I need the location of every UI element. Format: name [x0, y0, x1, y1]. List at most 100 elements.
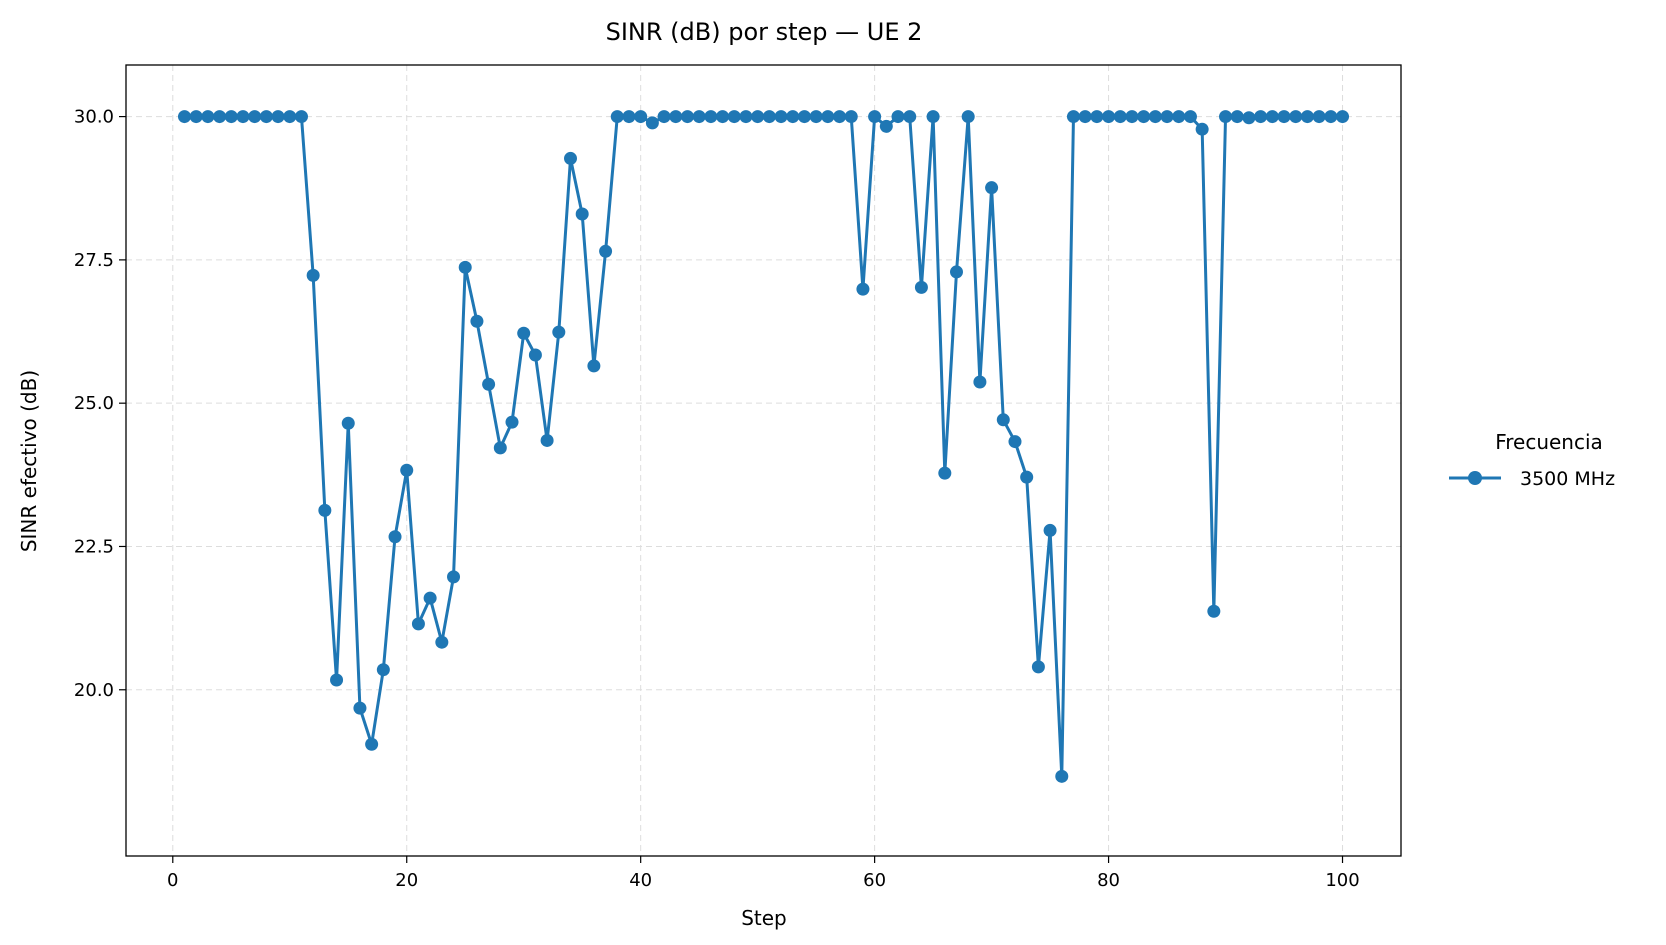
data-point — [1090, 110, 1104, 124]
data-point — [1066, 110, 1080, 124]
x-tick-label: 40 — [629, 870, 652, 891]
data-point — [1183, 110, 1197, 124]
data-point — [950, 265, 963, 279]
data-point — [610, 110, 624, 124]
data-point — [1055, 769, 1069, 783]
data-point — [1242, 111, 1256, 125]
data-point — [657, 110, 671, 124]
data-point — [482, 377, 496, 391]
data-point — [1254, 110, 1268, 124]
data-point — [376, 663, 390, 677]
data-point — [213, 110, 227, 124]
data-point — [704, 110, 718, 124]
data-point — [996, 413, 1010, 427]
data-point — [692, 110, 706, 124]
data-point — [306, 268, 320, 282]
data-point — [751, 110, 765, 124]
data-point — [1102, 110, 1116, 124]
data-point — [1277, 110, 1291, 124]
data-point — [493, 441, 507, 455]
x-axis-label: Step — [741, 906, 787, 930]
data-point — [1172, 110, 1186, 124]
data-point — [435, 635, 449, 649]
data-point — [891, 110, 905, 124]
data-point — [423, 591, 437, 605]
y-tick-label: 30.0 — [74, 107, 114, 128]
data-point — [833, 110, 847, 124]
legend-marker — [1468, 471, 1482, 485]
data-point — [259, 110, 273, 124]
data-point — [1312, 110, 1326, 124]
x-tick-label: 0 — [167, 870, 178, 891]
data-point — [914, 280, 928, 294]
data-point — [587, 359, 601, 373]
data-point — [517, 326, 531, 340]
data-point — [1008, 435, 1022, 449]
data-point — [797, 110, 811, 124]
data-point — [1160, 110, 1174, 124]
data-point — [1195, 122, 1209, 136]
data-point — [1219, 110, 1233, 124]
data-point — [528, 348, 542, 362]
data-point — [879, 119, 893, 133]
series-layer — [177, 110, 1350, 783]
data-point — [903, 110, 917, 124]
data-point — [821, 110, 835, 124]
chart-title: SINR (dB) por step — UE 2 — [606, 18, 923, 46]
data-point — [680, 110, 694, 124]
y-axis-label: SINR efectivo (dB) — [17, 370, 41, 552]
y-tick-label: 20.0 — [74, 680, 114, 701]
data-point — [774, 110, 788, 124]
data-point — [1336, 110, 1350, 124]
data-point — [856, 282, 870, 296]
y-tick-label: 22.5 — [74, 536, 114, 557]
data-point — [400, 463, 414, 477]
data-point — [189, 110, 203, 124]
data-point — [599, 244, 613, 258]
data-point — [762, 110, 776, 124]
x-tick-label: 60 — [863, 870, 886, 891]
data-point — [341, 416, 355, 430]
data-point — [1020, 470, 1034, 484]
data-point — [552, 325, 566, 339]
data-point — [411, 617, 425, 631]
data-point — [294, 110, 308, 124]
legend-title: Frecuencia — [1495, 430, 1603, 454]
y-tick-label: 25.0 — [74, 393, 114, 414]
grid — [126, 65, 1401, 856]
data-point — [716, 110, 730, 124]
data-point — [283, 110, 297, 124]
data-point — [634, 110, 648, 124]
data-point — [1137, 110, 1151, 124]
data-point — [224, 110, 238, 124]
data-point — [844, 110, 858, 124]
plot-frame — [125, 64, 1402, 857]
data-point — [1300, 110, 1314, 124]
data-point — [1289, 110, 1303, 124]
data-point — [669, 110, 683, 124]
data-point — [353, 701, 367, 715]
data-point — [1078, 110, 1092, 124]
data-point — [540, 433, 554, 447]
data-point — [739, 110, 753, 124]
data-point — [1265, 110, 1279, 124]
data-point — [318, 503, 332, 517]
data-point — [330, 673, 344, 687]
data-point — [645, 116, 659, 130]
data-point — [622, 110, 636, 124]
y-tick-label: 27.5 — [74, 250, 114, 271]
data-point — [809, 110, 823, 124]
data-point — [1230, 110, 1244, 124]
data-point — [727, 110, 741, 124]
data-point — [271, 110, 285, 124]
data-point — [1148, 110, 1162, 124]
data-point — [177, 110, 191, 124]
data-point — [1324, 110, 1338, 124]
data-point — [201, 110, 215, 124]
data-point — [458, 260, 472, 274]
data-point — [248, 110, 262, 124]
data-point — [1125, 110, 1139, 124]
legend-label: 3500 MHz — [1520, 468, 1615, 490]
